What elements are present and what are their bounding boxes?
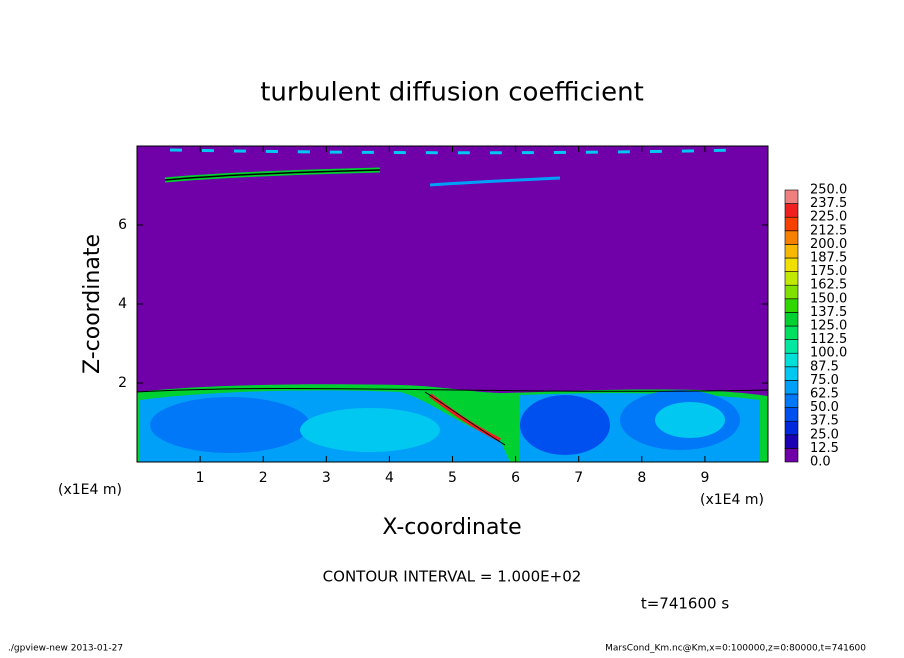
colorbar-box	[784, 393, 799, 408]
y-axis-title: Z-coordinate	[80, 234, 105, 374]
colorbar-label: 0.0	[810, 455, 831, 470]
colorbar-label: 187.5	[810, 251, 847, 266]
x-axis-title: X-coordinate	[382, 515, 521, 540]
x-tick-label: 8	[637, 470, 646, 486]
colorbar-box	[784, 448, 799, 463]
annotation: t=741600 s	[641, 595, 729, 613]
chart-title: turbulent diffusion coefficient	[260, 78, 644, 108]
x-tick-label: 2	[259, 470, 268, 486]
colorbar-box	[784, 189, 799, 204]
x-tick-label: 1	[196, 470, 205, 486]
colorbar-box	[784, 271, 799, 286]
colorbar-box	[784, 230, 799, 245]
colorbar-label: 212.5	[810, 223, 847, 238]
x-tick-label: 7	[574, 470, 583, 486]
colorbar-box	[784, 257, 799, 272]
colorbar-label: 25.0	[810, 427, 839, 442]
colorbar-label: 100.0	[810, 346, 847, 361]
colorbar-label: 75.0	[810, 373, 839, 388]
colorbar-box	[784, 407, 799, 422]
x-tick-label: 9	[700, 470, 709, 486]
contour-field	[137, 146, 768, 462]
colorbar-box	[784, 325, 799, 340]
x-tick-label: 4	[385, 470, 394, 486]
footer: MarsCond_Km.nc@Km,x=0:100000,z=0:80000,t…	[605, 644, 866, 654]
x-tick-label: 3	[322, 470, 331, 486]
colorbar-label: 112.5	[810, 332, 847, 347]
colorbar-box	[784, 339, 799, 354]
y-tick-label: 4	[118, 296, 127, 312]
colorbar-label: 87.5	[810, 359, 839, 374]
colorbar-label: 50.0	[810, 400, 839, 415]
annotation: CONTOUR INTERVAL = 1.000E+02	[323, 568, 582, 586]
colorbar-label: 200.0	[810, 237, 847, 252]
colorbar-label: 62.5	[810, 387, 839, 402]
colorbar-box	[784, 284, 799, 300]
colorbar-box	[784, 244, 799, 259]
colorbar-box	[784, 420, 799, 436]
colorbar-label: 125.0	[810, 319, 847, 334]
x-unit: (x1E4 m)	[58, 482, 122, 498]
colorbar-box	[784, 216, 799, 232]
colorbar-box	[784, 352, 799, 368]
y-tick-label: 2	[118, 375, 127, 391]
colorbar-label: 237.5	[810, 196, 847, 211]
colorbar-label: 225.0	[810, 210, 847, 225]
colorbar-box	[784, 366, 799, 381]
colorbar-label: 175.0	[810, 264, 847, 279]
colorbar-box	[784, 434, 799, 449]
colorbar-label: 37.5	[810, 414, 839, 429]
colorbar-box	[784, 298, 799, 313]
colorbar-label: 150.0	[810, 291, 847, 306]
colorbar-label: 162.5	[810, 278, 847, 293]
colorbar-box	[784, 380, 799, 395]
x-unit: (x1E4 m)	[700, 492, 764, 508]
x-tick-label: 6	[511, 470, 520, 486]
colorbar-label: 250.0	[810, 183, 847, 198]
y-tick-label: 6	[118, 217, 127, 233]
colorbar-box	[784, 203, 799, 218]
colorbar-label: 12.5	[810, 441, 839, 456]
x-tick-label: 5	[448, 470, 457, 486]
colorbar-label: 137.5	[810, 305, 847, 320]
footer: ./gpview-new 2013-01-27	[8, 644, 123, 654]
colorbar-box	[784, 312, 799, 327]
